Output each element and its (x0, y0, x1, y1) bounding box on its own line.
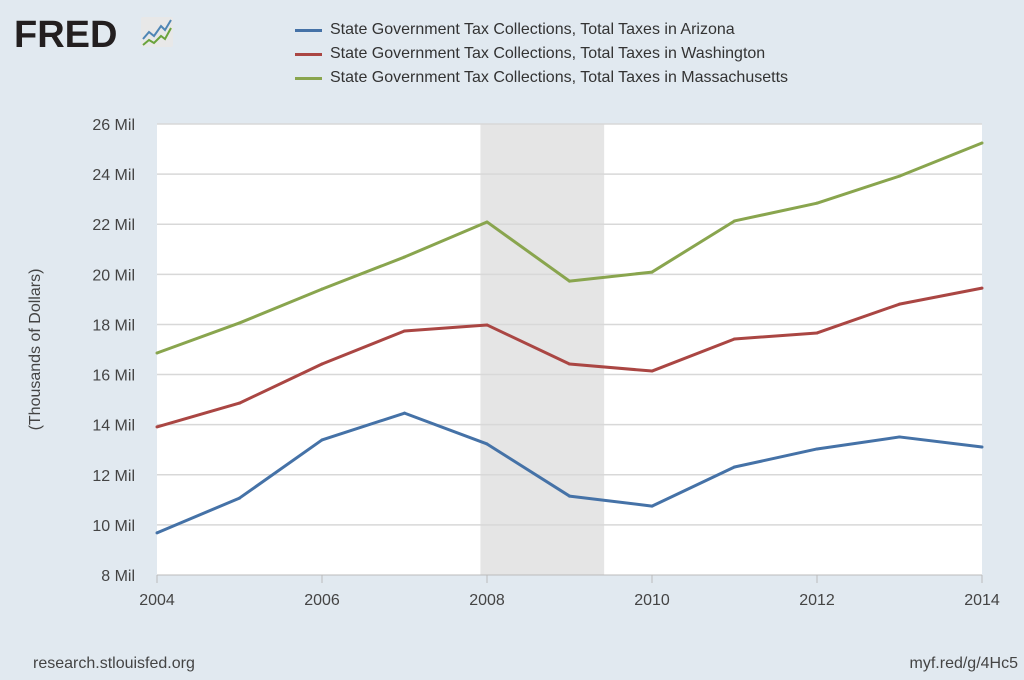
source-link[interactable]: research.stlouisfed.org (33, 655, 195, 672)
x-tick-label: 2006 (304, 592, 340, 609)
x-tick-label: 2008 (469, 592, 505, 609)
x-tick-label: 2004 (139, 592, 175, 609)
data-point (815, 447, 819, 451)
data-point (403, 411, 406, 415)
svg-text:FRED: FRED (14, 14, 117, 50)
data-point (320, 438, 324, 442)
x-tick-label: 2012 (799, 592, 835, 609)
data-point (733, 337, 736, 341)
data-point (485, 442, 489, 446)
legend-item-washington[interactable]: State Government Tax Collections, Total … (295, 42, 788, 66)
legend-label: State Government Tax Collections, Total … (330, 69, 789, 86)
data-point (485, 220, 489, 224)
data-point (733, 465, 736, 469)
data-point (898, 302, 901, 306)
y-tick-label: 12 Mil (92, 468, 135, 485)
data-point (155, 351, 159, 355)
y-tick-label: 26 Mil (92, 117, 135, 134)
data-point (898, 435, 901, 439)
data-point (568, 362, 571, 366)
data-point (980, 141, 984, 145)
data-point (898, 174, 901, 178)
x-tick-label: 2010 (634, 592, 670, 609)
data-point (650, 504, 654, 508)
data-point (155, 531, 159, 535)
legend-swatch (295, 76, 322, 80)
y-tick-label: 14 Mil (92, 418, 135, 435)
y-axis-label: (Thousands of Dollars) (27, 269, 44, 431)
data-point (568, 279, 571, 283)
data-point (980, 286, 984, 290)
data-point (238, 401, 241, 405)
data-point (155, 425, 159, 429)
data-point (568, 494, 571, 498)
data-point (650, 270, 654, 274)
y-tick-label: 24 Mil (92, 167, 135, 184)
data-point (650, 369, 654, 373)
short-link[interactable]: myf.red/g/4Hc5 (909, 655, 1018, 672)
data-point (815, 331, 819, 335)
legend-swatch (295, 28, 322, 32)
y-tick-label: 8 Mil (101, 568, 135, 585)
legend: State Government Tax Collections, Total … (295, 18, 788, 90)
y-tick-label: 16 Mil (92, 368, 135, 385)
data-point (815, 201, 819, 205)
data-point (980, 445, 984, 449)
data-point (238, 321, 241, 325)
data-point (320, 362, 324, 366)
data-point (320, 287, 324, 291)
y-tick-label: 22 Mil (92, 217, 135, 234)
y-tick-label: 10 Mil (92, 518, 135, 535)
legend-label: State Government Tax Collections, Total … (330, 21, 735, 38)
legend-item-massachusetts[interactable]: State Government Tax Collections, Total … (295, 66, 788, 90)
y-tick-label: 18 Mil (92, 317, 135, 334)
data-point (485, 323, 489, 327)
data-point (733, 219, 736, 223)
legend-swatch (295, 52, 322, 56)
data-point (238, 496, 241, 500)
data-point (403, 329, 406, 333)
legend-label: State Government Tax Collections, Total … (330, 45, 766, 62)
legend-item-arizona[interactable]: State Government Tax Collections, Total … (295, 18, 788, 42)
fred-logo[interactable]: FRED (14, 14, 179, 56)
data-point (403, 255, 406, 259)
x-tick-label: 2014 (964, 592, 1000, 609)
y-tick-label: 20 Mil (92, 267, 135, 284)
